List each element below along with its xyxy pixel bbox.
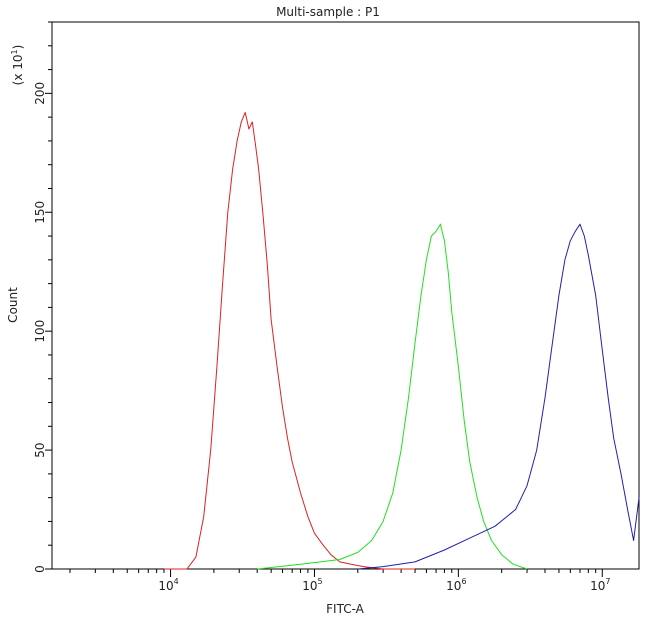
x-tick-label: 104 [158, 577, 178, 593]
series-group [164, 111, 640, 570]
histogram-series-3 [357, 223, 640, 570]
y-multiplier-exponent: 1 [10, 49, 19, 54]
y-multiplier-suffix: ) [11, 45, 25, 50]
plot-frame [51, 21, 640, 570]
y-tick-label: 50 [33, 442, 47, 457]
y-axis: 0 50 100 150 200 [33, 21, 52, 573]
x-axis: 104 105 106 107 [69, 569, 610, 593]
y-multiplier-prefix: (x 10 [11, 54, 25, 85]
y-multiplier-label: (x 101) [10, 45, 25, 86]
x-tick-label: 107 [590, 577, 610, 593]
x-tick-label: 105 [302, 577, 322, 593]
x-tick-label: 106 [446, 577, 466, 593]
histogram-series-1 [164, 111, 415, 570]
histogram-series-2 [257, 223, 528, 570]
y-tick-label: 100 [33, 320, 47, 343]
y-tick-label: 150 [33, 201, 47, 224]
y-tick-label: 200 [33, 82, 47, 105]
x-axis-label: FITC-A [326, 602, 365, 616]
y-axis-label: Count [6, 287, 20, 323]
y-tick-label: 0 [33, 565, 47, 573]
chart-title: Multi-sample : P1 [276, 5, 380, 19]
